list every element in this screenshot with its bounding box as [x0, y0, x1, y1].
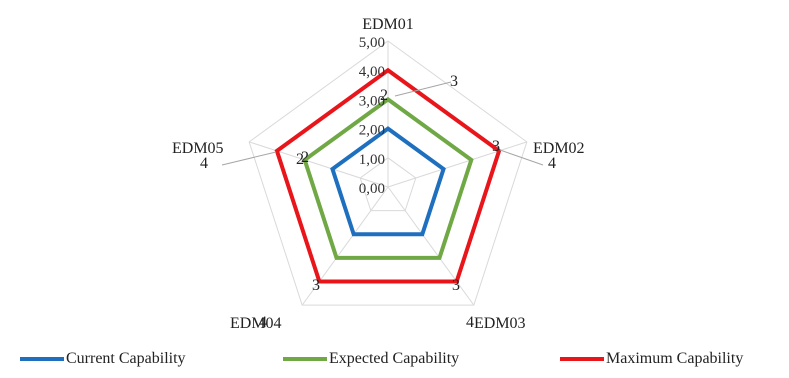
- axis-label-EDM04: EDM04: [230, 315, 282, 332]
- data-label-EDM04: 3: [312, 277, 320, 294]
- tick-label: 4,00: [359, 64, 385, 80]
- legend-label-maximum: Maximum Capability: [606, 350, 744, 367]
- legend-swatch-expected: [283, 357, 327, 361]
- data-label-EDM05: 2: [301, 149, 309, 166]
- series-line-maximum: [274, 67, 502, 284]
- data-label-EDM04: 4: [259, 314, 267, 331]
- series-line-current: [330, 126, 446, 237]
- data-label-EDM03: 3: [452, 277, 460, 294]
- legend-item-maximum: Maximum Capability: [560, 346, 743, 372]
- data-label-EDM03: 4: [466, 314, 474, 331]
- grid-spoke-EDM05: [248, 141, 389, 188]
- grid-spoke-EDM02: [387, 141, 528, 188]
- data-label-EDM05: 2: [296, 151, 304, 168]
- leader-line: [221, 151, 277, 166]
- data-label-EDM01: 3: [450, 73, 458, 90]
- tick-label: 2,00: [359, 123, 385, 139]
- axis-label-EDM02: EDM02: [533, 140, 585, 157]
- leader-line: [394, 81, 452, 97]
- legend-label-expected: Expected Capability: [329, 350, 460, 367]
- grid-spoke-EDM03: [387, 186, 475, 306]
- data-label-EDM05: 4: [200, 155, 208, 172]
- legend-swatch-maximum: [560, 357, 604, 361]
- grid-spoke-EDM04: [301, 186, 389, 306]
- axis-label-EDM01: EDM01: [362, 16, 414, 33]
- tick-label: 3,00: [359, 93, 385, 109]
- legend-item-expected: Expected Capability: [283, 346, 459, 372]
- radar-labels: 0,00 1,00 2,00 3,00 4,00 5,00 EDM01 EDM02 EDM03 E…: [172, 16, 585, 332]
- data-label-EDM02: 3: [492, 138, 500, 155]
- legend: Current Capability Expected Capability M…: [0, 346, 789, 372]
- tick-label: 1,00: [359, 152, 385, 168]
- grid-ring-5: [248, 40, 528, 306]
- series-line-expected: [302, 96, 474, 260]
- radar-grid: [248, 40, 528, 306]
- grid-ring-1: [359, 157, 417, 212]
- legend-label-current: Current Capability: [66, 350, 186, 367]
- radar-series: [274, 67, 502, 284]
- leader-line: [499, 149, 544, 166]
- axis-label-EDM03: EDM03: [474, 315, 526, 332]
- data-label-EDM01: 2: [380, 87, 388, 104]
- axis-label-EDM05: EDM05: [172, 140, 224, 157]
- legend-swatch-current: [20, 357, 64, 361]
- tick-label: 0,00: [359, 181, 385, 197]
- legend-item-current: Current Capability: [20, 346, 186, 372]
- data-label-EDM02: 4: [548, 155, 556, 172]
- tick-label: 5,00: [359, 35, 385, 51]
